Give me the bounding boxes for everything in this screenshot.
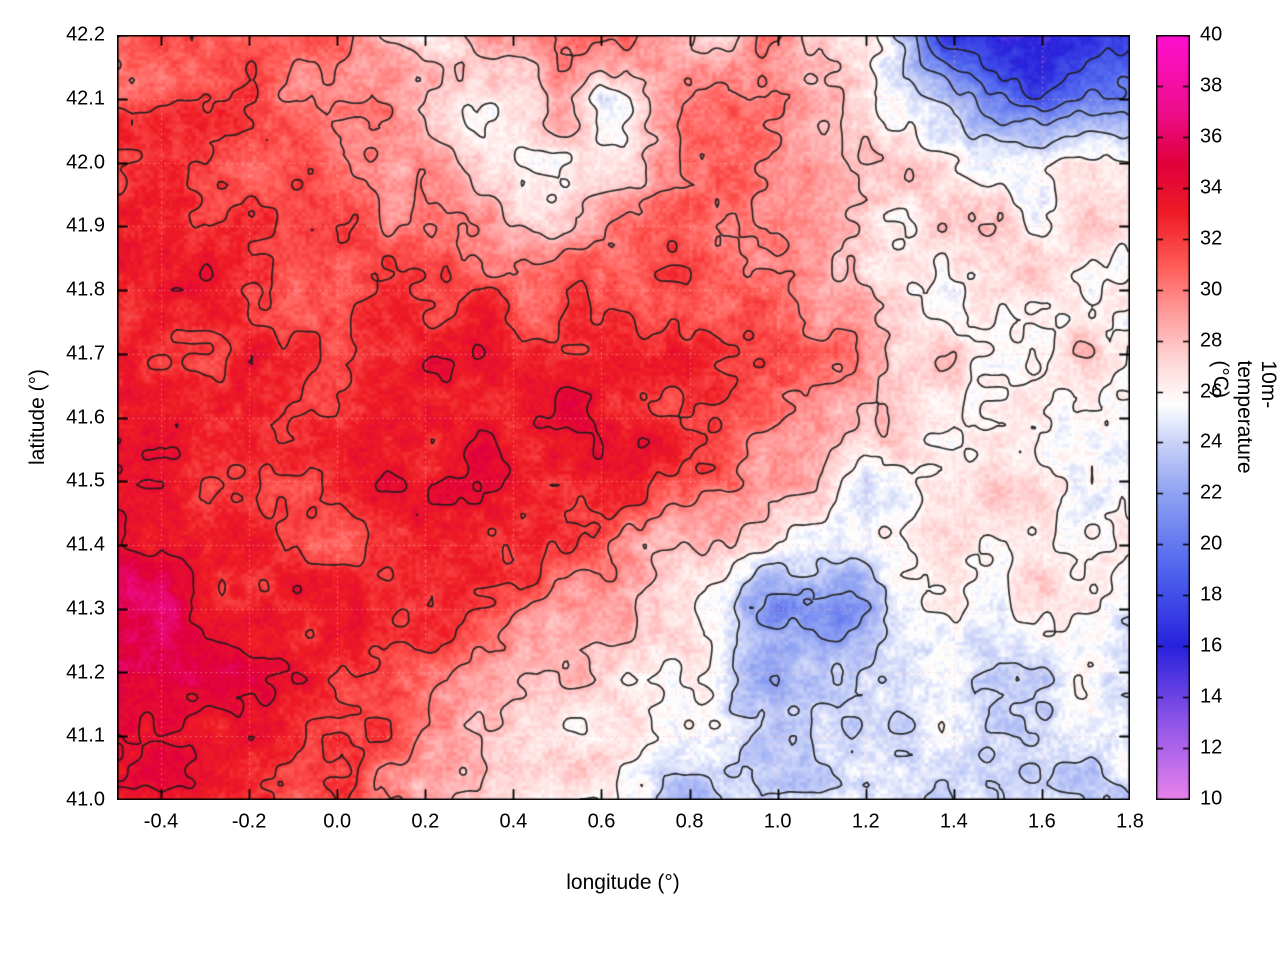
y-tick-label: 42.0 (66, 151, 105, 173)
x-tick-label: 0.2 (411, 810, 440, 833)
colorbar (1156, 35, 1190, 800)
x-tick-label: 0.4 (499, 810, 528, 833)
colorbar-tick-label: 10 (1200, 787, 1223, 810)
y-tick-label: 41.9 (66, 214, 105, 237)
colorbar-tick-label: 12 (1200, 736, 1223, 759)
x-axis-title: longitude (°) (566, 871, 680, 894)
colorbar-tick-label: 18 (1200, 583, 1223, 606)
colorbar-tick-label: 28 (1200, 329, 1223, 352)
y-tick-label: 41.1 (66, 724, 105, 747)
y-tick-label: 42.1 (66, 87, 105, 110)
y-tick-label: 41.7 (66, 342, 105, 365)
x-tick-label: 1.4 (939, 810, 968, 833)
y-tick-label: 42.2 (66, 23, 105, 46)
x-tick-label: 1.0 (763, 810, 792, 833)
y-tick-label: 41.6 (66, 406, 105, 428)
colorbar-tick-label: 16 (1200, 634, 1223, 657)
y-axis-title: latitude (°) (26, 369, 49, 465)
x-tick-label: 0.0 (323, 810, 352, 833)
colorbar-tick-label: 24 (1200, 430, 1223, 453)
colorbar-tick-label: 40 (1200, 23, 1223, 46)
y-tick-label: 41.0 (66, 788, 105, 811)
colorbar-tick-label: 20 (1200, 532, 1223, 555)
x-tick-label: 1.6 (1028, 810, 1056, 833)
y-tick-label: 41.8 (66, 278, 105, 301)
x-tick-label: 0.8 (675, 810, 704, 833)
x-tick-label: 1.2 (851, 810, 880, 833)
heatmap-canvas (117, 35, 1130, 800)
colorbar-tick-label: 36 (1200, 125, 1223, 148)
x-tick-label: 1.8 (1116, 810, 1144, 833)
colorbar-tick-label: 32 (1200, 227, 1223, 250)
x-tick-label: -0.4 (143, 810, 179, 833)
colorbar-tick-label: 22 (1200, 481, 1223, 504)
y-tick-label: 41.2 (66, 661, 105, 683)
y-tick-label: 41.3 (66, 597, 105, 620)
colorbar-tick-label: 26 (1200, 380, 1223, 403)
y-tick-label: 41.4 (66, 533, 105, 556)
x-tick-label: 0.6 (587, 810, 616, 833)
colorbar-tick-label: 30 (1200, 278, 1223, 301)
x-tick-label: -0.2 (231, 810, 267, 833)
colorbar-tick-label: 38 (1200, 74, 1223, 97)
colorbar-tick-label: 34 (1200, 176, 1223, 199)
colorbar-tick-label: 14 (1200, 685, 1223, 708)
colorbar-title: 10m-temperature (°C) (1209, 360, 1280, 474)
y-tick-label: 41.5 (66, 469, 105, 492)
